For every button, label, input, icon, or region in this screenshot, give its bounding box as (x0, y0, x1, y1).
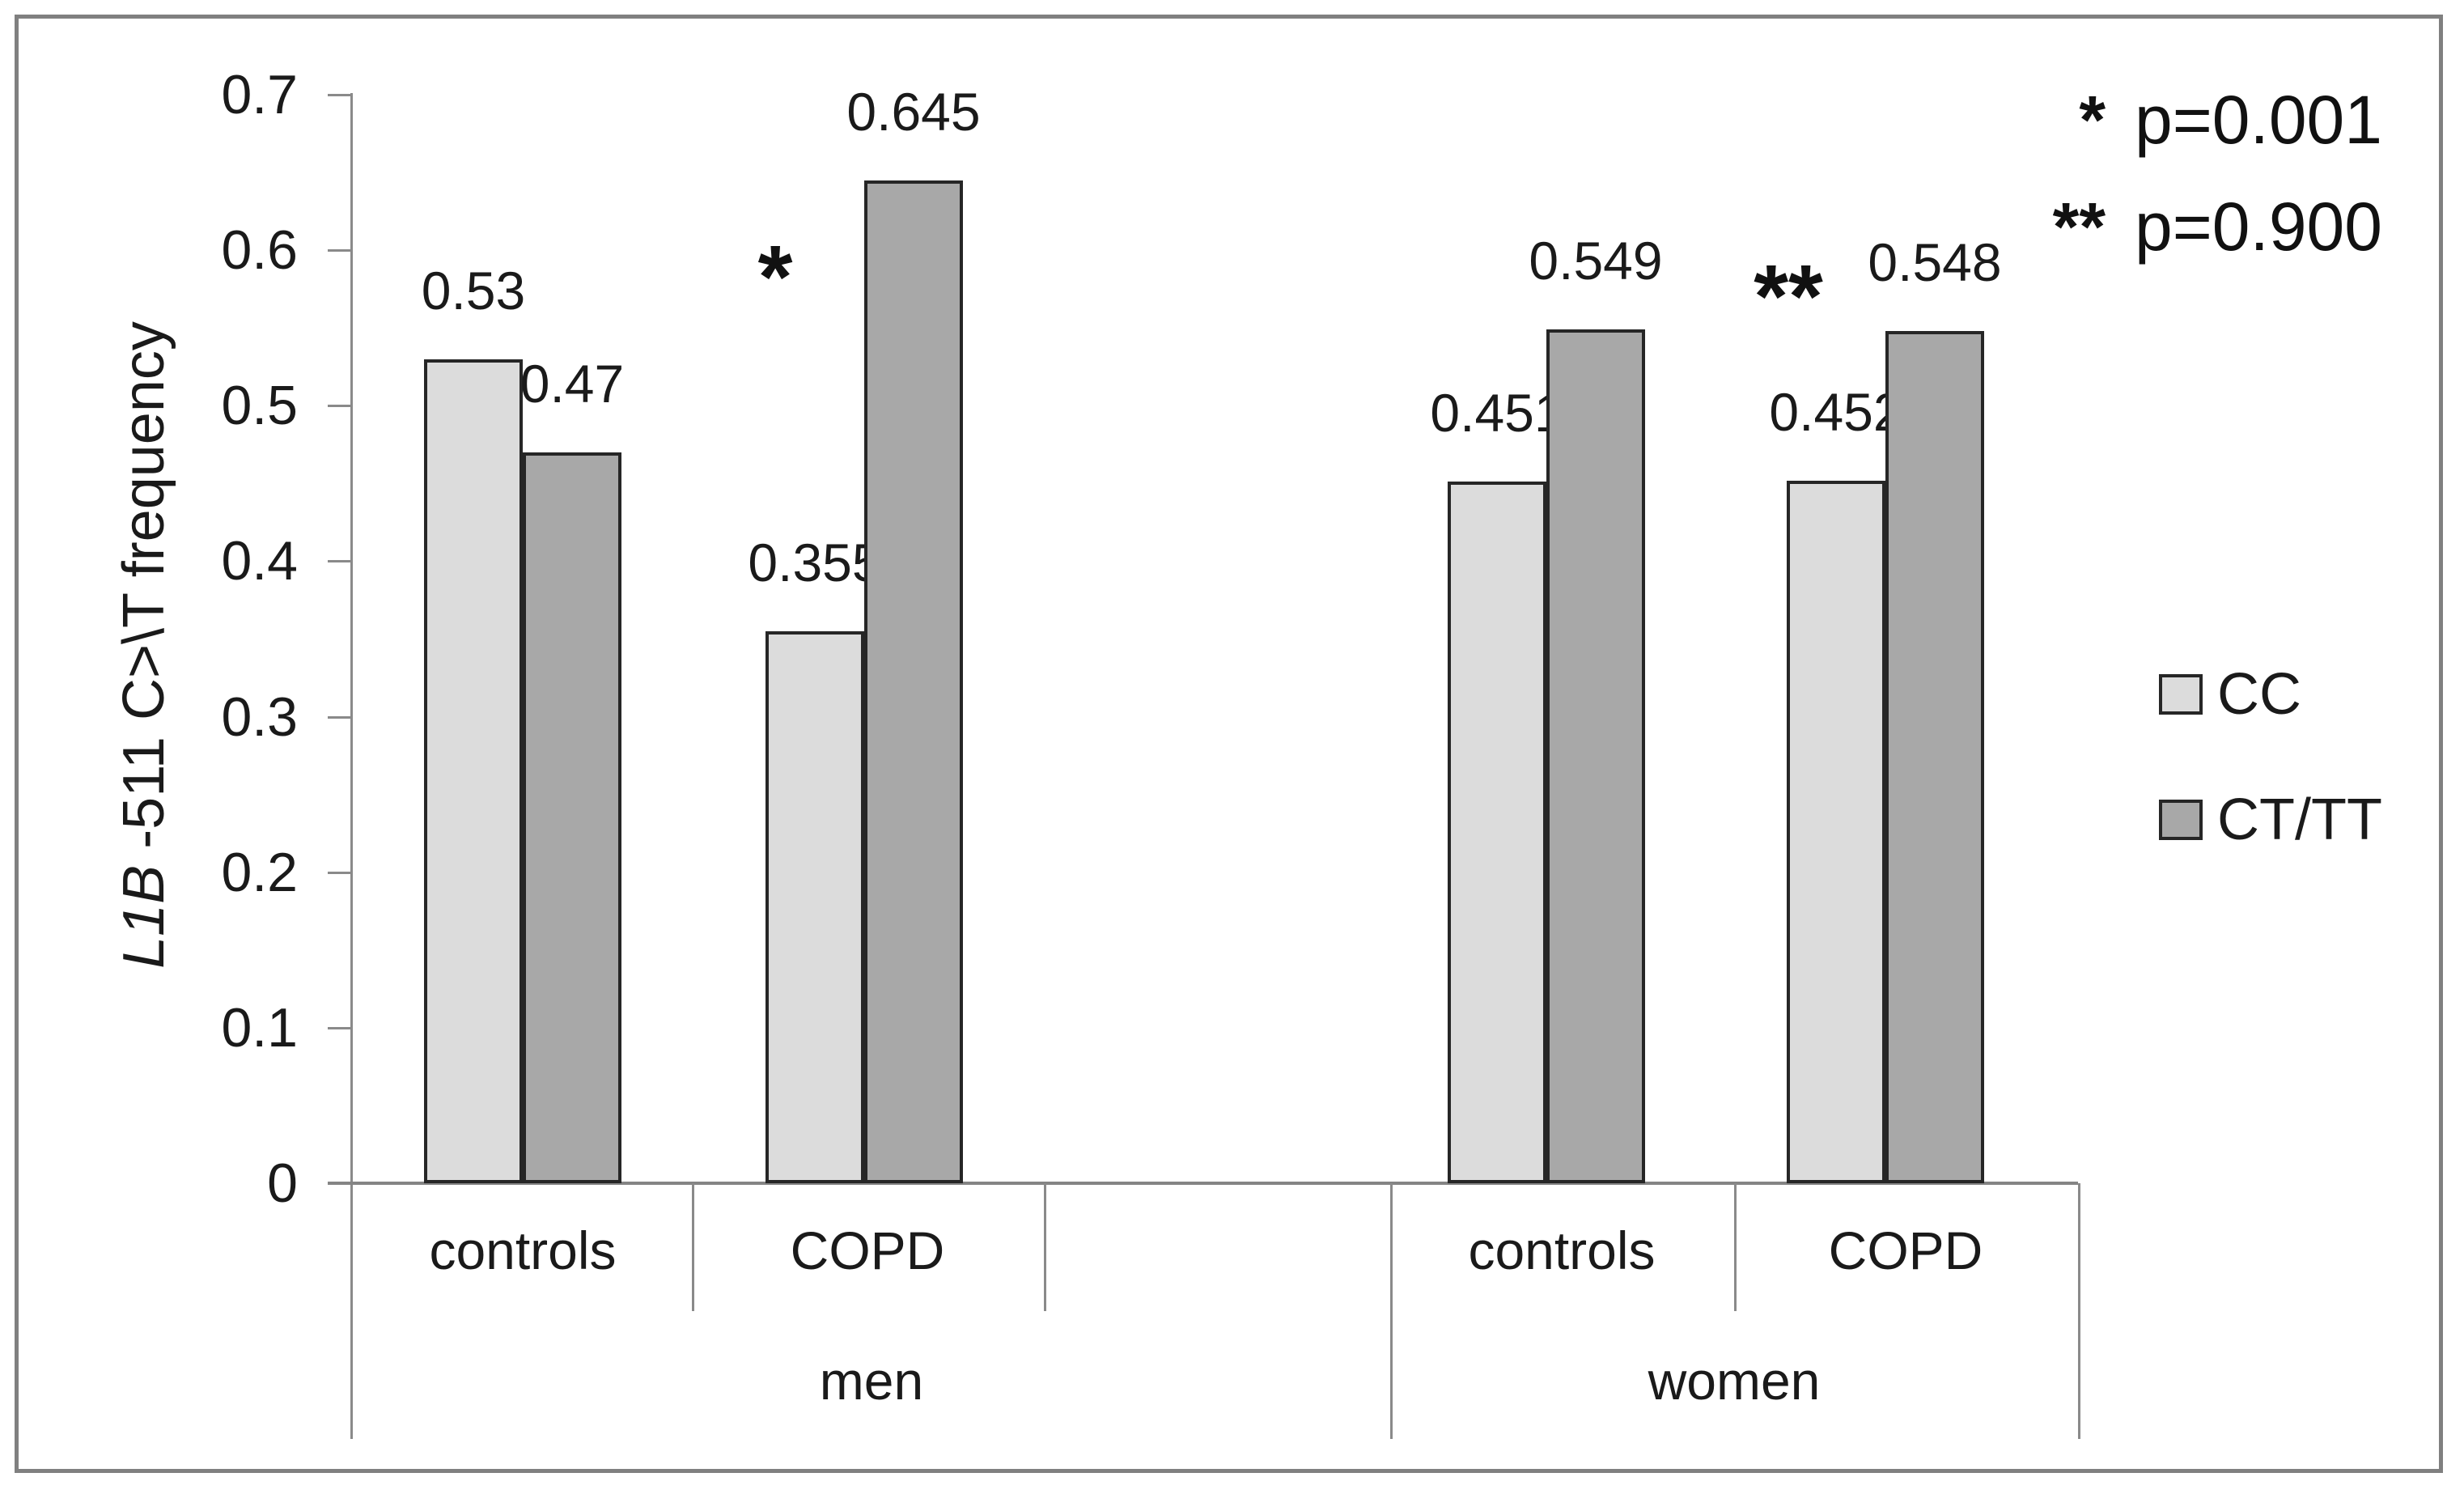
bar-cc-1 (765, 630, 864, 1183)
category-label-copd-women: COPD (1828, 1220, 1983, 1280)
y-axis-tick (328, 871, 350, 874)
legend-swatch-cttt (2159, 800, 2203, 840)
pvalue-text-double: p=0.900 (2135, 189, 2382, 265)
figure-border (15, 15, 2443, 1473)
y-axis-tick (328, 249, 350, 253)
pvalue-annotation-box: * p=0.001 ** p=0.900 (2053, 78, 2382, 269)
significance-mark-men-copd: * (757, 227, 793, 327)
y-axis-tick-label: 0.5 (221, 375, 298, 437)
bar-value-label: 0.549 (1529, 231, 1663, 291)
y-axis-tick-label: 0.7 (221, 64, 298, 126)
bar-value-label: 0.53 (421, 260, 526, 320)
y-axis-line (350, 93, 353, 1439)
category-label-controls-women: controls (1468, 1220, 1656, 1280)
bar-cttt-1 (864, 180, 963, 1183)
y-axis-tick (328, 1026, 350, 1029)
bar-cc-3 (1787, 480, 1885, 1183)
y-axis-tick (328, 715, 350, 719)
y-axis-tick-label: 0 (267, 1152, 298, 1214)
significance-star-single: * (2079, 82, 2106, 158)
bar-value-label: 0.355 (748, 532, 882, 592)
bar-cttt-0 (523, 452, 621, 1183)
category-label-copd-men: COPD (790, 1220, 945, 1280)
bar-cc-0 (424, 359, 523, 1183)
y-axis-tick-label: 0.2 (221, 841, 298, 903)
bar-value-label: 0.548 (1868, 232, 2002, 293)
y-axis-tick (328, 405, 350, 408)
legend-entry-cc: CC (2159, 662, 2301, 727)
bar-value-label: 0.452 (1769, 381, 1903, 442)
category-separator-line (1044, 1183, 1046, 1311)
y-axis-tick-label: 0.3 (221, 685, 298, 748)
y-axis-tick (328, 94, 350, 97)
group-label-women: women (1648, 1351, 1821, 1411)
category-separator-line (1734, 1183, 1737, 1311)
bar-cc-2 (1448, 482, 1546, 1183)
x-axis-line (328, 1182, 2078, 1185)
pvalue-text-single: p=0.001 (2135, 82, 2382, 158)
y-axis-tick (328, 560, 350, 563)
bar-value-label: 0.451 (1430, 383, 1564, 444)
y-axis-tick-label: 0.6 (221, 219, 298, 282)
category-label-controls-men: controls (429, 1220, 617, 1280)
bar-value-label: 0.47 (520, 353, 625, 414)
legend-swatch-cc (2159, 674, 2203, 715)
legend-label-cttt: CT/TT (2217, 787, 2382, 852)
y-axis-tick-label: 0.1 (221, 996, 298, 1059)
y-axis-tick-label: 0.4 (221, 530, 298, 592)
significance-star-double: ** (2052, 189, 2106, 265)
bar-cttt-2 (1546, 329, 1645, 1183)
group-label-men: men (819, 1351, 924, 1411)
legend-entry-cttt: CT/TT (2159, 787, 2382, 852)
category-separator-line (692, 1183, 694, 1311)
group-separator-line (2078, 1183, 2080, 1439)
significance-mark-women-copd: ** (1754, 247, 1823, 346)
group-separator-line (1390, 1183, 1393, 1439)
bar-cttt-3 (1885, 331, 1984, 1183)
legend-label-cc: CC (2217, 662, 2301, 727)
bar-value-label: 0.645 (846, 81, 981, 142)
